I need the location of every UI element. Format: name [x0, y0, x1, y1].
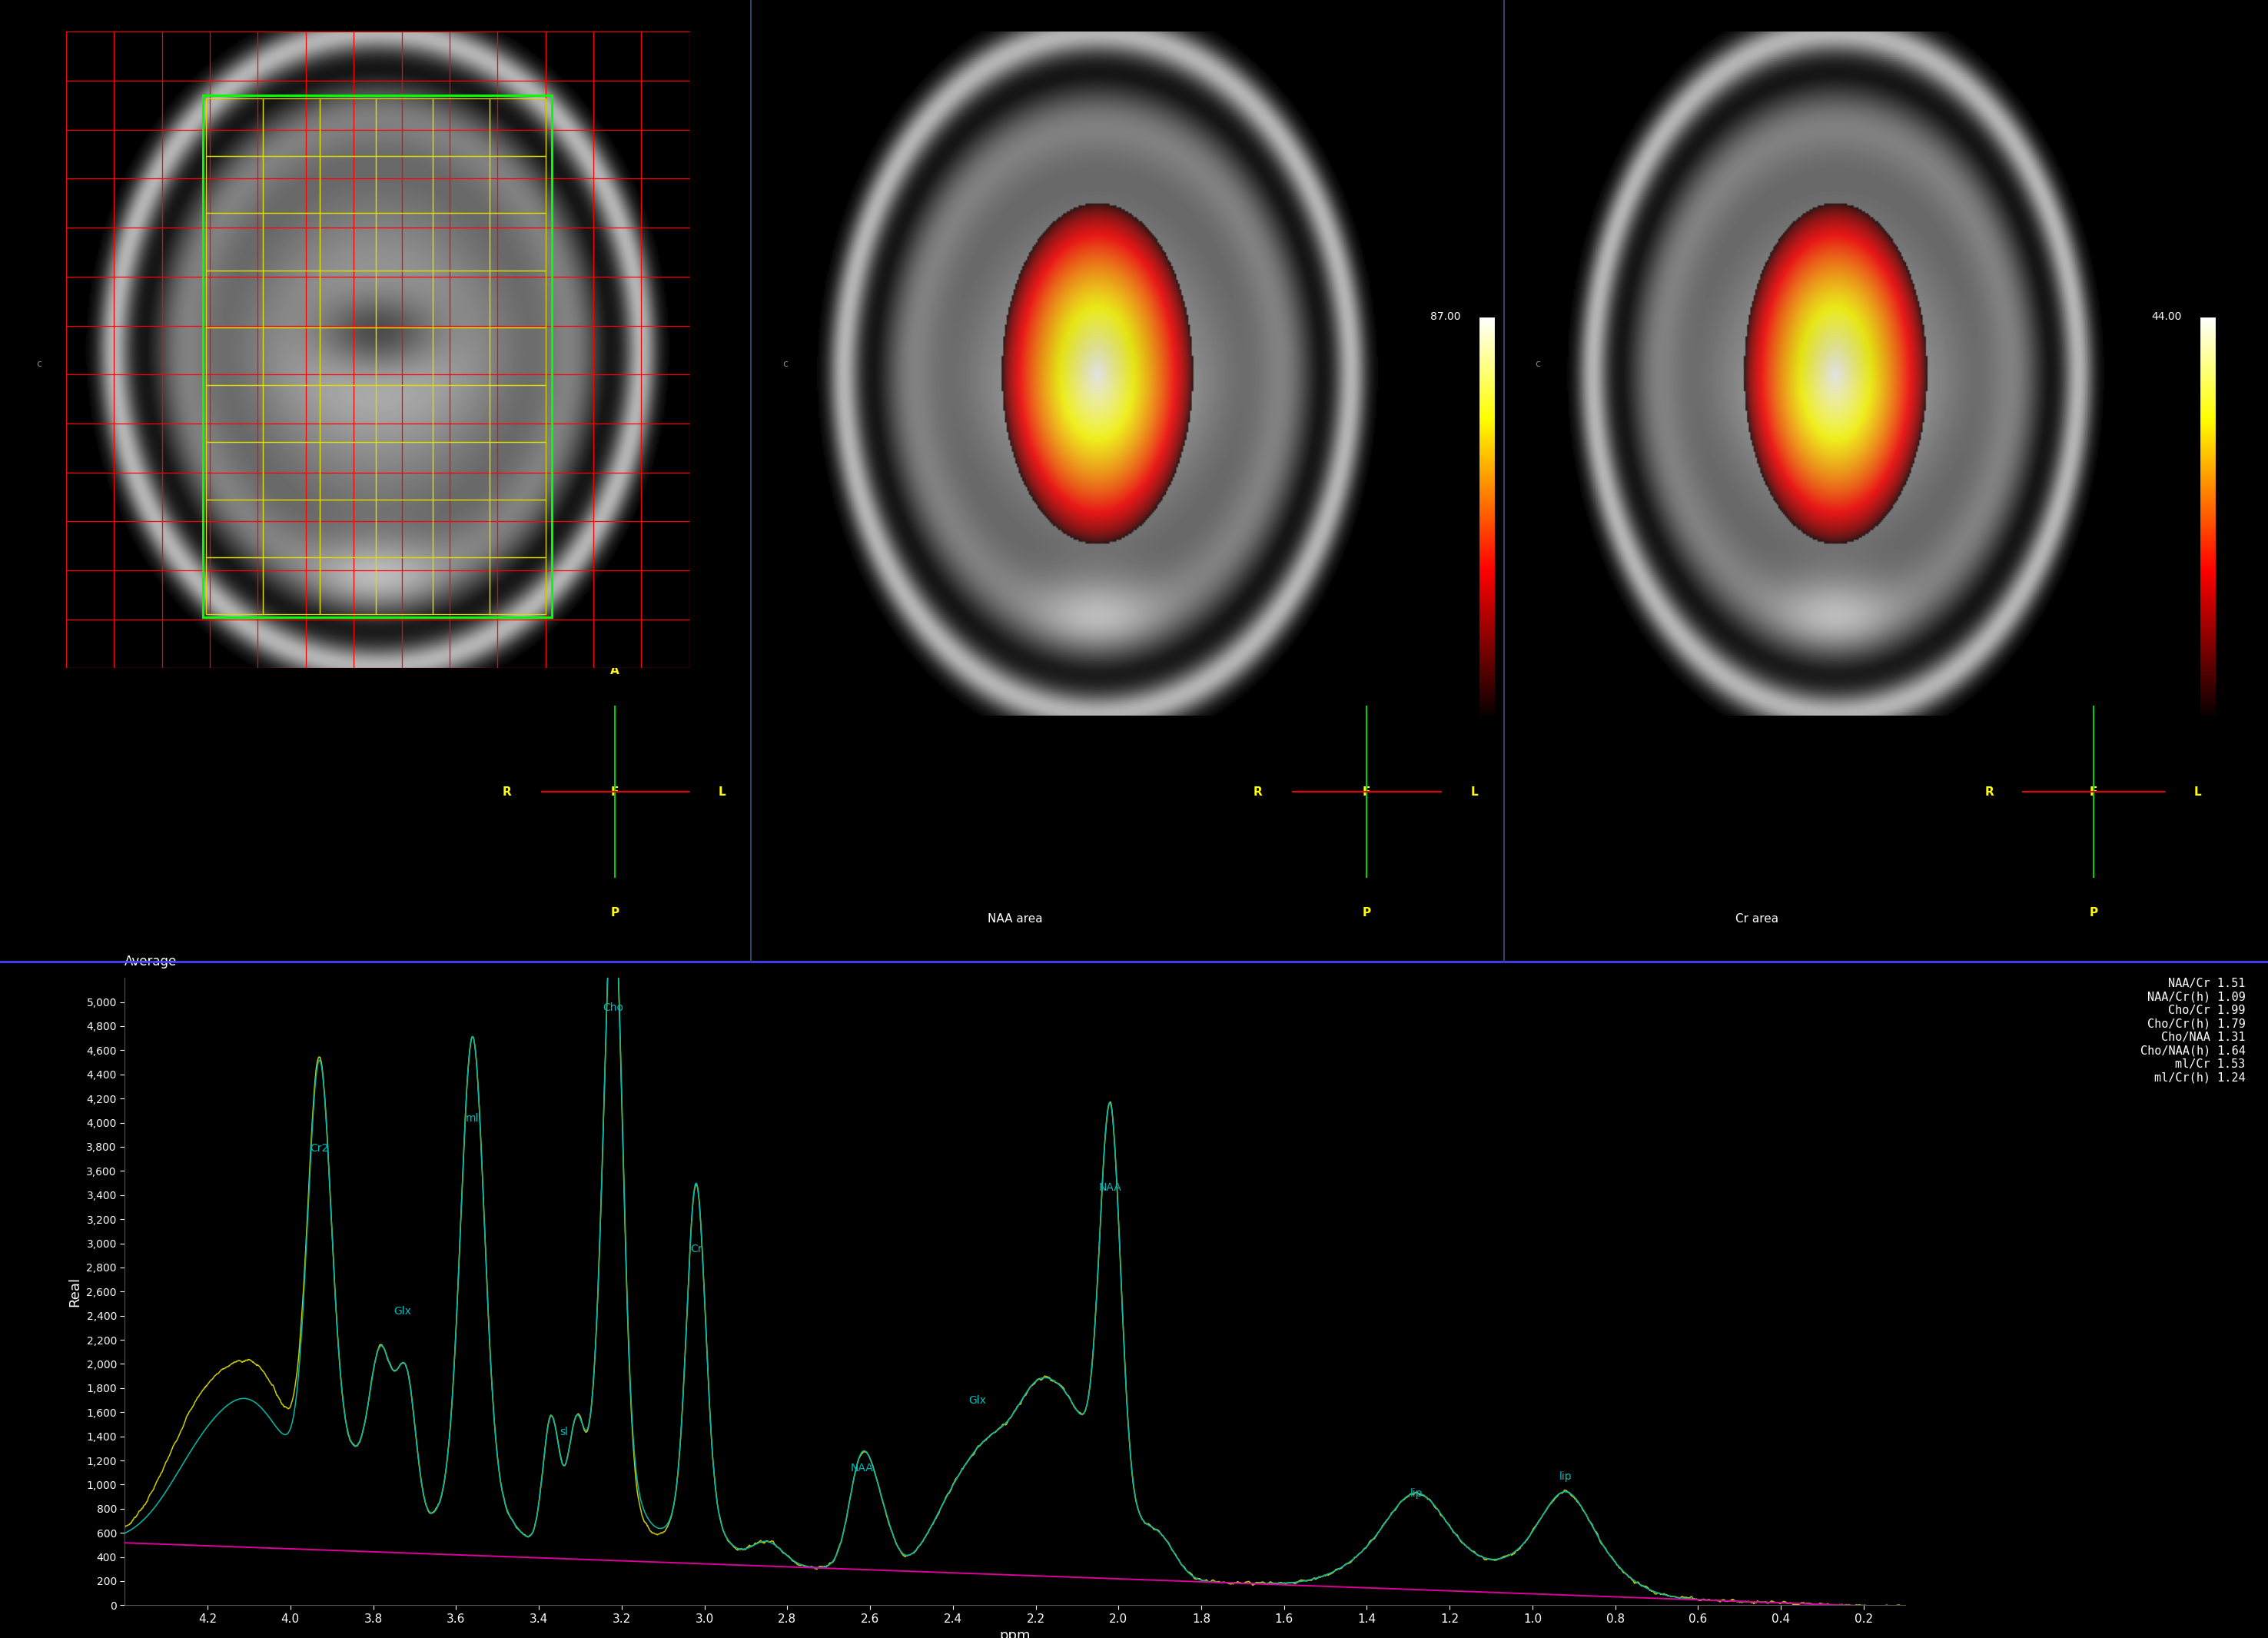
Text: Average: Average — [125, 955, 177, 968]
Text: Cho: Cho — [603, 1002, 624, 1012]
Text: 87.00: 87.00 — [1431, 311, 1461, 323]
Text: F: F — [610, 786, 619, 798]
Text: sl: sl — [560, 1427, 567, 1438]
Text: F: F — [2089, 786, 2098, 798]
Text: lip: lip — [1411, 1489, 1422, 1499]
Y-axis label: Real: Real — [68, 1276, 82, 1307]
Text: Cr: Cr — [689, 1243, 703, 1255]
Text: c: c — [1535, 359, 1540, 369]
Text: NAA/Cr 1.51
NAA/Cr(h) 1.09
Cho/Cr 1.99
Cho/Cr(h) 1.79
Cho/NAA 1.31
Cho/NAA(h) 1.: NAA/Cr 1.51 NAA/Cr(h) 1.09 Cho/Cr 1.99 C… — [2141, 978, 2245, 1083]
Text: Glx: Glx — [392, 1305, 411, 1317]
Text: NAA: NAA — [850, 1463, 873, 1474]
Text: Glx: Glx — [968, 1396, 987, 1405]
Text: F: F — [1363, 786, 1370, 798]
Text: A: A — [2089, 665, 2098, 676]
Text: R: R — [503, 786, 513, 798]
Text: P: P — [610, 907, 619, 919]
Text: NAA area: NAA area — [987, 914, 1043, 925]
Text: R: R — [1254, 786, 1263, 798]
Text: L: L — [1472, 786, 1479, 798]
Text: P: P — [1363, 907, 1370, 919]
Text: A: A — [610, 665, 619, 676]
Text: A: A — [1363, 665, 1372, 676]
Text: c: c — [36, 359, 41, 369]
Text: Cr area: Cr area — [1735, 914, 1778, 925]
Text: L: L — [2193, 786, 2200, 798]
Text: c: c — [782, 359, 789, 369]
Text: P: P — [2089, 907, 2098, 919]
Text: lip: lip — [1558, 1471, 1572, 1482]
Text: 44.00: 44.00 — [2152, 311, 2182, 323]
Text: R: R — [1984, 786, 1994, 798]
Text: L: L — [719, 786, 726, 798]
Text: NAA: NAA — [1098, 1183, 1123, 1192]
X-axis label: ppm: ppm — [1000, 1630, 1030, 1638]
Text: Cr2: Cr2 — [311, 1143, 329, 1155]
Text: ml: ml — [465, 1114, 479, 1124]
